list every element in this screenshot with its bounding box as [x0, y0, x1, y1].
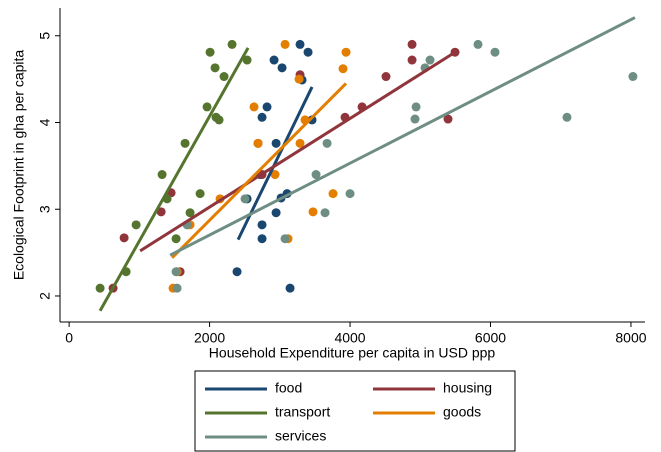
fit-line: [139, 50, 456, 253]
point: [410, 114, 420, 124]
x-tick-label: 2000: [194, 330, 225, 346]
point: [119, 233, 129, 243]
point: [338, 64, 348, 74]
legend-label: goods: [443, 404, 481, 420]
point: [562, 112, 572, 122]
point: [295, 138, 305, 148]
point: [249, 102, 259, 112]
y-tick-label: 2: [37, 292, 53, 300]
point: [171, 267, 181, 277]
x-tick-label: 8000: [615, 330, 646, 346]
point: [311, 170, 321, 180]
point: [210, 63, 220, 73]
point: [202, 102, 212, 112]
point: [307, 115, 317, 125]
point: [443, 114, 453, 124]
point: [156, 207, 166, 217]
point: [269, 55, 279, 65]
fit-line: [169, 16, 636, 257]
point: [185, 208, 195, 218]
point: [285, 283, 295, 293]
point: [271, 208, 281, 218]
point: [227, 39, 237, 49]
point: [407, 55, 417, 65]
point: [280, 234, 290, 244]
point: [345, 189, 355, 199]
point: [295, 39, 305, 49]
point: [219, 72, 229, 82]
point: [473, 39, 483, 49]
point: [270, 170, 280, 180]
legend-label: services: [275, 428, 326, 444]
point: [180, 138, 190, 148]
point: [95, 283, 105, 293]
point: [320, 208, 330, 218]
x-tick-label: 0: [65, 330, 73, 346]
point: [172, 283, 182, 293]
legend-label: food: [275, 380, 302, 396]
point: [131, 220, 141, 230]
point: [257, 234, 267, 244]
point: [271, 138, 281, 148]
y-axis-title: Ecological Footprint in gha per capita: [11, 50, 27, 281]
point: [232, 267, 242, 277]
x-tick-label: 4000: [334, 330, 365, 346]
legend-label: housing: [443, 380, 492, 396]
fit-line: [171, 82, 348, 259]
point: [628, 72, 638, 82]
point: [341, 47, 351, 57]
point: [214, 115, 224, 125]
point: [322, 138, 332, 148]
point: [205, 47, 215, 57]
point: [490, 47, 500, 57]
x-axis-title: Household Expenditure per capita in USD …: [209, 345, 496, 361]
point: [157, 170, 167, 180]
point: [195, 189, 205, 199]
y-tick-label: 3: [37, 205, 53, 213]
x-tick-label: 6000: [475, 330, 506, 346]
fit-line: [98, 47, 250, 312]
point: [253, 138, 263, 148]
point: [257, 112, 267, 122]
point: [262, 102, 272, 112]
y-tick-label: 5: [37, 32, 53, 40]
point: [381, 72, 391, 82]
point: [308, 207, 318, 217]
point: [277, 63, 287, 73]
point: [242, 55, 252, 65]
point: [257, 220, 267, 230]
point: [425, 55, 435, 65]
point: [328, 189, 338, 199]
point: [411, 102, 421, 112]
point: [294, 74, 304, 84]
y-tick-label: 4: [37, 118, 53, 126]
point: [171, 234, 181, 244]
point: [303, 47, 313, 57]
point: [407, 39, 417, 49]
legend-label: transport: [275, 404, 330, 420]
point: [280, 39, 290, 49]
point: [240, 194, 250, 204]
